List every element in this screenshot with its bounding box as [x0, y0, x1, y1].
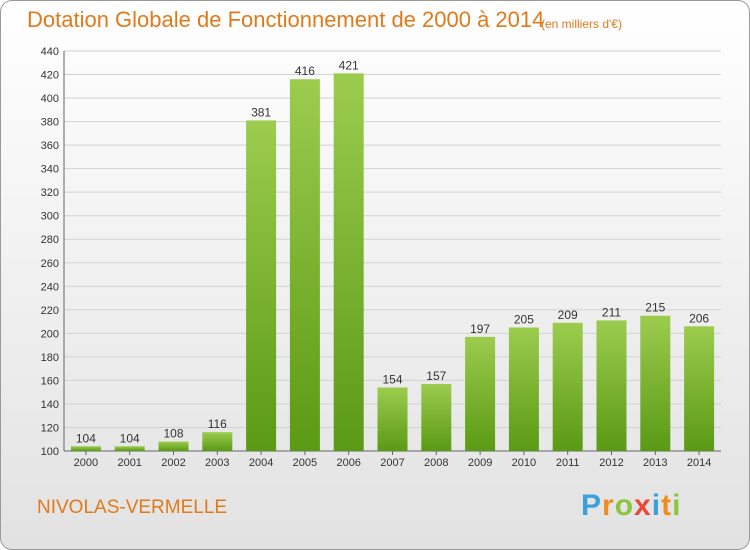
bar-2012: [596, 320, 627, 451]
bars: [70, 73, 715, 452]
value-label: 154: [382, 372, 402, 386]
proxiti-logo[interactable]: Proxiti: [581, 489, 682, 522]
y-tick-label: 220: [41, 305, 59, 317]
x-tick-label: 2012: [599, 457, 623, 469]
value-label: 197: [470, 322, 490, 336]
x-tick-label: 2010: [512, 457, 536, 469]
bar-2011: [552, 322, 583, 451]
bar-2005: [289, 79, 320, 451]
value-label: 211: [602, 305, 621, 319]
y-tick-label: 440: [41, 46, 59, 58]
value-label: 116: [208, 417, 227, 431]
x-tick-label: 2007: [380, 457, 404, 469]
y-tick-label: 120: [41, 422, 59, 434]
x-tick-label: 2001: [117, 457, 141, 469]
bar-2006: [333, 73, 364, 452]
y-tick-label: 320: [41, 187, 59, 199]
y-tick-label: 200: [41, 328, 59, 340]
y-tick-label: 360: [41, 140, 59, 152]
x-tick-label: 2011: [556, 457, 580, 469]
y-tick-label: 180: [41, 352, 59, 364]
y-tick-label: 240: [41, 281, 59, 293]
bar-2002: [158, 441, 189, 451]
commune-name: NIVOLAS-VERMELLE: [37, 497, 228, 518]
bar-2003: [202, 432, 233, 451]
bar-2004: [246, 120, 277, 451]
bar-2014: [684, 326, 715, 451]
value-label: 104: [120, 431, 140, 445]
y-tick-label: 300: [41, 211, 59, 223]
x-tick-label: 2006: [336, 457, 360, 469]
x-tick-label: 2009: [468, 457, 492, 469]
x-tick-label: 2000: [74, 457, 98, 469]
value-label: 206: [689, 311, 709, 325]
x-tick-labels: 2000 2001 2002 2003 2004 2005 2006 2007 2008 2009…: [74, 457, 712, 469]
x-tick-label: 2013: [643, 457, 667, 469]
y-tick-label: 140: [41, 399, 59, 411]
unit-note: (en milliers d'€): [541, 17, 622, 31]
x-tick-label: 2005: [293, 457, 317, 469]
y-tick-label: 100: [41, 446, 59, 458]
value-label: 416: [295, 64, 315, 78]
bar-2009: [465, 336, 496, 451]
bar-2007: [377, 387, 408, 451]
value-label: 157: [426, 369, 446, 383]
bar-2010: [508, 327, 539, 451]
y-tick-label: 160: [41, 375, 59, 387]
x-tick-label: 2014: [687, 457, 711, 469]
chart-title: Dotation Globale de Fonctionnement de 20…: [27, 7, 545, 32]
y-tick-label: 420: [41, 70, 59, 82]
y-tick-label: 400: [41, 93, 59, 105]
x-tick-label: 2002: [161, 457, 185, 469]
bar-2001: [114, 446, 145, 451]
y-tick-label: 340: [41, 164, 59, 176]
x-tick-label: 2004: [249, 457, 273, 469]
value-label: 205: [514, 312, 534, 326]
y-tick-label: 380: [41, 117, 59, 129]
value-label: 209: [558, 308, 578, 322]
y-tick-label: 260: [41, 258, 59, 270]
bar-2000: [70, 446, 101, 451]
y-tick-labels: 100 120 140 160 180 200 220 240 260 280 300 320 340 3…: [41, 46, 59, 458]
value-labels: 104 104 108 116 381 416 421 154 157 197 205 209 211 2…: [76, 58, 710, 445]
value-label: 108: [163, 427, 183, 441]
value-label: 104: [76, 431, 96, 445]
bar-2008: [421, 383, 452, 451]
x-tick-label: 2003: [205, 457, 229, 469]
x-tick-label: 2008: [424, 457, 448, 469]
bar-2013: [640, 315, 671, 451]
value-label: 215: [645, 301, 665, 315]
value-label: 421: [339, 58, 359, 72]
value-label: 381: [251, 105, 271, 119]
y-tick-label: 280: [41, 234, 59, 246]
